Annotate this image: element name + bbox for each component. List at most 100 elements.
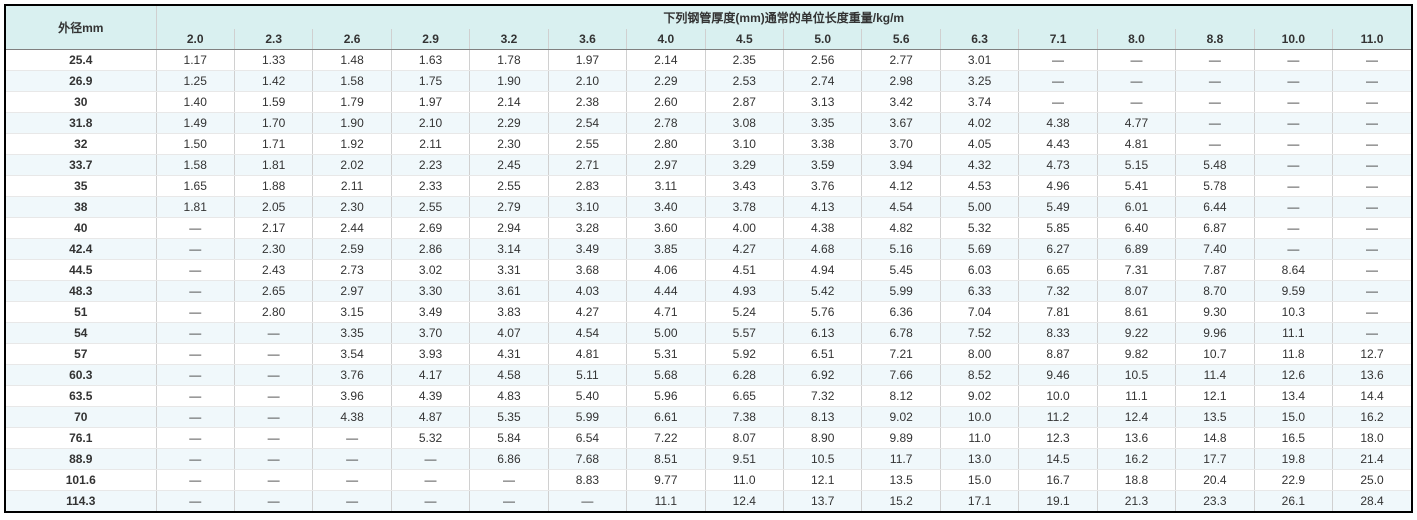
cell-weight: 8.07 <box>1097 281 1175 302</box>
cell-weight: 13.4 <box>1254 386 1332 407</box>
cell-diameter: 48.3 <box>6 281 156 302</box>
cell-weight: 1.92 <box>313 134 391 155</box>
cell-weight: 2.45 <box>470 155 548 176</box>
header-thickness-4.0: 4.0 <box>627 29 705 50</box>
cell-weight: — <box>1333 260 1411 281</box>
cell-weight: 14.4 <box>1333 386 1411 407</box>
cell-weight: 20.4 <box>1176 470 1254 491</box>
cell-weight: 3.74 <box>940 92 1018 113</box>
cell-weight: — <box>1254 134 1332 155</box>
cell-weight: 2.11 <box>313 176 391 197</box>
table-row: 63.5——3.964.394.835.405.966.657.328.129.… <box>6 386 1411 407</box>
table-row: 26.91.251.421.581.751.902.102.292.532.74… <box>6 71 1411 92</box>
cell-weight: 3.68 <box>548 260 626 281</box>
cell-weight: 7.66 <box>862 365 940 386</box>
cell-weight: — <box>234 428 312 449</box>
cell-weight: 11.0 <box>940 428 1018 449</box>
cell-weight: 2.55 <box>470 176 548 197</box>
cell-weight: 3.70 <box>391 323 469 344</box>
header-thickness-8.0: 8.0 <box>1097 29 1175 50</box>
cell-weight: 1.33 <box>234 50 312 71</box>
cell-diameter: 26.9 <box>6 71 156 92</box>
cell-weight: 5.76 <box>784 302 862 323</box>
cell-weight: 3.08 <box>705 113 783 134</box>
table-row: 321.501.711.922.112.302.552.803.103.383.… <box>6 134 1411 155</box>
header-thickness-2.9: 2.9 <box>391 29 469 50</box>
cell-weight: 4.81 <box>548 344 626 365</box>
cell-weight: 21.4 <box>1333 449 1411 470</box>
cell-weight: 4.27 <box>548 302 626 323</box>
cell-weight: 5.49 <box>1019 197 1097 218</box>
cell-weight: 8.70 <box>1176 281 1254 302</box>
header-thickness-6.3: 6.3 <box>940 29 1018 50</box>
cell-diameter: 63.5 <box>6 386 156 407</box>
cell-weight: 2.79 <box>470 197 548 218</box>
cell-weight: 2.97 <box>627 155 705 176</box>
cell-weight: — <box>1333 155 1411 176</box>
table-row: 301.401.591.791.972.142.382.602.873.133.… <box>6 92 1411 113</box>
cell-diameter: 114.3 <box>6 491 156 512</box>
cell-weight: 3.61 <box>470 281 548 302</box>
cell-weight: 6.28 <box>705 365 783 386</box>
table-row: 42.4—2.302.592.863.143.493.854.274.685.1… <box>6 239 1411 260</box>
cell-weight: 1.42 <box>234 71 312 92</box>
cell-weight: — <box>313 491 391 512</box>
cell-weight: 4.38 <box>313 407 391 428</box>
cell-weight: 7.38 <box>705 407 783 428</box>
cell-weight: 2.80 <box>627 134 705 155</box>
cell-weight: 4.96 <box>1019 176 1097 197</box>
cell-weight: 7.21 <box>862 344 940 365</box>
table-row: 101.6—————8.839.7711.012.113.515.016.718… <box>6 470 1411 491</box>
cell-weight: 4.02 <box>940 113 1018 134</box>
cell-weight: — <box>156 302 234 323</box>
cell-weight: — <box>156 449 234 470</box>
cell-weight: 12.4 <box>1097 407 1175 428</box>
cell-weight: 4.93 <box>705 281 783 302</box>
cell-weight: 1.17 <box>156 50 234 71</box>
cell-weight: — <box>1097 92 1175 113</box>
cell-weight: 2.77 <box>862 50 940 71</box>
cell-weight: 3.60 <box>627 218 705 239</box>
cell-weight: 7.87 <box>1176 260 1254 281</box>
cell-weight: — <box>548 491 626 512</box>
table-row: 57——3.543.934.314.815.315.926.517.218.00… <box>6 344 1411 365</box>
cell-weight: 4.05 <box>940 134 1018 155</box>
cell-weight: 3.35 <box>313 323 391 344</box>
cell-weight: 10.3 <box>1254 302 1332 323</box>
cell-weight: — <box>1019 92 1097 113</box>
cell-weight: — <box>1333 134 1411 155</box>
cell-weight: 3.43 <box>705 176 783 197</box>
cell-weight: 9.02 <box>940 386 1018 407</box>
cell-weight: 3.40 <box>627 197 705 218</box>
cell-diameter: 57 <box>6 344 156 365</box>
cell-weight: 5.32 <box>940 218 1018 239</box>
cell-weight: 6.40 <box>1097 218 1175 239</box>
cell-weight: 5.84 <box>470 428 548 449</box>
cell-weight: — <box>156 365 234 386</box>
cell-weight: — <box>1254 71 1332 92</box>
cell-weight: 2.56 <box>784 50 862 71</box>
cell-weight: 1.79 <box>313 92 391 113</box>
cell-weight: 3.70 <box>862 134 940 155</box>
cell-weight: — <box>1097 50 1175 71</box>
cell-weight: 5.45 <box>862 260 940 281</box>
cell-weight: — <box>234 407 312 428</box>
cell-weight: 7.52 <box>940 323 1018 344</box>
cell-weight: — <box>1254 92 1332 113</box>
cell-weight: — <box>234 344 312 365</box>
cell-weight: 2.98 <box>862 71 940 92</box>
cell-weight: 9.22 <box>1097 323 1175 344</box>
cell-weight: 1.78 <box>470 50 548 71</box>
cell-weight: 2.80 <box>234 302 312 323</box>
cell-weight: 3.85 <box>627 239 705 260</box>
cell-weight: 7.22 <box>627 428 705 449</box>
cell-weight: 1.97 <box>548 50 626 71</box>
cell-weight: 4.44 <box>627 281 705 302</box>
cell-weight: 8.13 <box>784 407 862 428</box>
cell-weight: 4.07 <box>470 323 548 344</box>
cell-weight: 2.29 <box>470 113 548 134</box>
header-thickness-10.0: 10.0 <box>1254 29 1332 50</box>
cell-weight: 6.65 <box>1019 260 1097 281</box>
cell-weight: — <box>1254 176 1332 197</box>
cell-weight: 5.99 <box>862 281 940 302</box>
